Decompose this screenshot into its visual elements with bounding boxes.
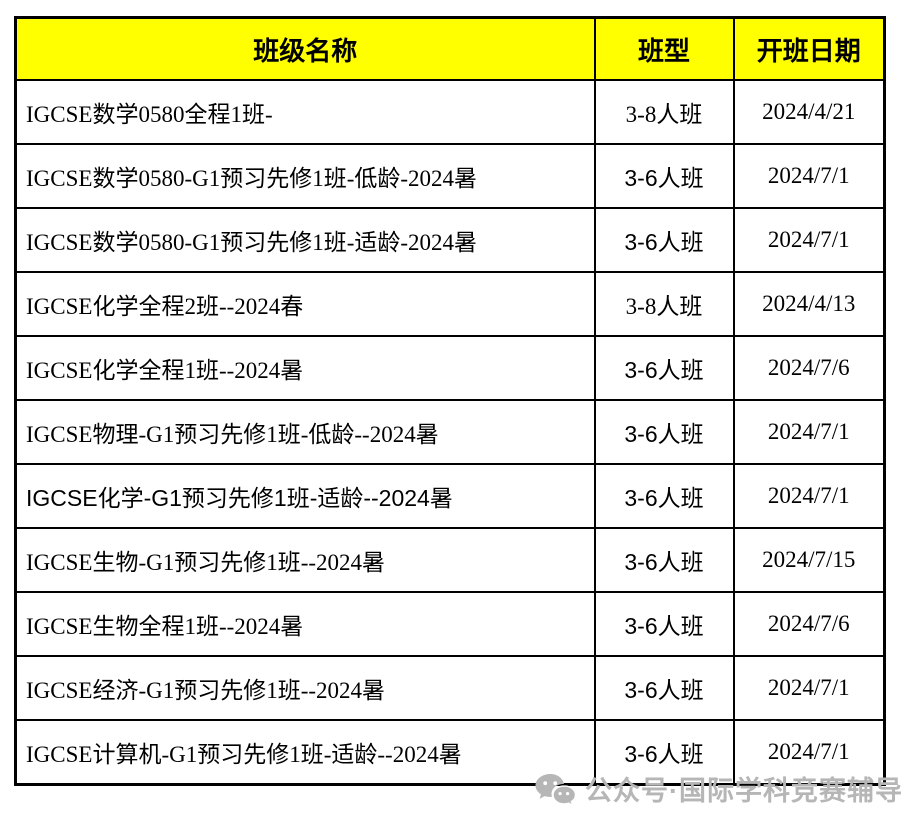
class-size-number: 3-6 [624, 741, 658, 767]
class-type-cell: 3-6人班 [593, 591, 735, 657]
table-row: IGCSE化学全程2班--2024春 3-8人班 2024/4/13 [14, 271, 886, 337]
class-type-cell: 3-6人班 [593, 527, 735, 593]
start-date-cell: 2024/7/6 [732, 591, 886, 657]
class-type-cell: 3-8人班 [593, 271, 735, 337]
table-row: IGCSE化学全程1班--2024暑 3-6人班 2024/7/6 [14, 335, 886, 401]
start-date-cell: 2024/7/1 [732, 399, 886, 465]
class-name-cell: IGCSE生物-G1预习先修1班--2024暑 [14, 527, 596, 593]
class-type-cell: 3-8人班 [593, 79, 735, 145]
start-date-cell: 2024/7/1 [732, 719, 886, 786]
class-type-cell: 3-6人班 [593, 335, 735, 401]
class-size-number: 3-8 [625, 102, 657, 127]
header-start-date: 开班日期 [732, 16, 886, 81]
table-row: IGCSE经济-G1预习先修1班--2024暑 3-6人班 2024/7/1 [14, 655, 886, 721]
class-name-cell: IGCSE数学0580全程1班- [14, 79, 596, 145]
class-type-cell: 3-6人班 [593, 655, 735, 721]
header-row: 班级名称 班型 开班日期 [14, 16, 886, 81]
class-size-unit: 人班 [656, 102, 703, 127]
header-class-name: 班级名称 [14, 16, 596, 81]
table-row: IGCSE生物-G1预习先修1班--2024暑 3-6人班 2024/7/15 [14, 527, 886, 593]
class-name-cell: IGCSE经济-G1预习先修1班--2024暑 [14, 655, 596, 721]
class-name-cell: IGCSE物理-G1预习先修1班-低龄--2024暑 [14, 399, 596, 465]
start-date-cell: 2024/7/1 [732, 655, 886, 721]
class-size-number: 3-6 [624, 485, 658, 511]
class-type-cell: 3-6人班 [593, 207, 735, 273]
table-row: IGCSE计算机-G1预习先修1班-适龄--2024暑 3-6人班 2024/7… [14, 719, 886, 786]
class-size-number: 3-6 [624, 421, 658, 447]
table-row: IGCSE数学0580全程1班- 3-8人班 2024/4/21 [14, 79, 886, 145]
class-type-cell: 3-6人班 [593, 399, 735, 465]
start-date-cell: 2024/4/21 [732, 79, 886, 145]
class-name-cell: IGCSE化学全程1班--2024暑 [14, 335, 596, 401]
table-row: IGCSE化学-G1预习先修1班-适龄--2024暑 3-6人班 2024/7/… [14, 463, 886, 529]
class-size-unit: 人班 [657, 422, 704, 447]
start-date-cell: 2024/7/1 [732, 143, 886, 209]
table-row: IGCSE物理-G1预习先修1班-低龄--2024暑 3-6人班 2024/7/… [14, 399, 886, 465]
class-size-unit: 人班 [657, 358, 704, 383]
class-size-number: 3-6 [624, 165, 658, 191]
class-name-cell: IGCSE计算机-G1预习先修1班-适龄--2024暑 [14, 719, 596, 786]
start-date-cell: 2024/7/1 [732, 463, 886, 529]
class-name-cell: IGCSE生物全程1班--2024暑 [14, 591, 596, 657]
start-date-cell: 2024/4/13 [732, 271, 886, 337]
class-size-number: 3-8 [625, 294, 657, 319]
class-size-number: 3-6 [624, 549, 658, 575]
table-row: IGCSE数学0580-G1预习先修1班-适龄-2024暑 3-6人班 2024… [14, 207, 886, 273]
class-size-unit: 人班 [656, 294, 703, 319]
class-size-number: 3-6 [624, 613, 658, 639]
class-size-unit: 人班 [657, 614, 704, 639]
start-date-cell: 2024/7/15 [732, 527, 886, 593]
class-type-cell: 3-6人班 [593, 463, 735, 529]
table-row: IGCSE数学0580-G1预习先修1班-低龄-2024暑 3-6人班 2024… [14, 143, 886, 209]
start-date-cell: 2024/7/6 [732, 335, 886, 401]
class-schedule-table: 班级名称 班型 开班日期 IGCSE数学0580全程1班- 3-8人班 2024… [14, 16, 886, 786]
class-size-unit: 人班 [657, 166, 704, 191]
class-size-unit: 人班 [657, 486, 704, 511]
class-size-number: 3-6 [624, 357, 658, 383]
header-class-type: 班型 [593, 16, 735, 81]
class-size-number: 3-6 [624, 229, 658, 255]
class-type-cell: 3-6人班 [593, 719, 735, 786]
class-size-number: 3-6 [624, 677, 658, 703]
class-name-cell: IGCSE化学-G1预习先修1班-适龄--2024暑 [14, 463, 596, 529]
class-size-unit: 人班 [657, 678, 704, 703]
class-size-unit: 人班 [657, 550, 704, 575]
class-name-cell: IGCSE化学全程2班--2024春 [14, 271, 596, 337]
table-row: IGCSE生物全程1班--2024暑 3-6人班 2024/7/6 [14, 591, 886, 657]
start-date-cell: 2024/7/1 [732, 207, 886, 273]
class-name-cell: IGCSE数学0580-G1预习先修1班-低龄-2024暑 [14, 143, 596, 209]
class-size-unit: 人班 [657, 742, 704, 767]
class-type-cell: 3-6人班 [593, 143, 735, 209]
class-size-unit: 人班 [657, 230, 704, 255]
class-name-cell: IGCSE数学0580-G1预习先修1班-适龄-2024暑 [14, 207, 596, 273]
